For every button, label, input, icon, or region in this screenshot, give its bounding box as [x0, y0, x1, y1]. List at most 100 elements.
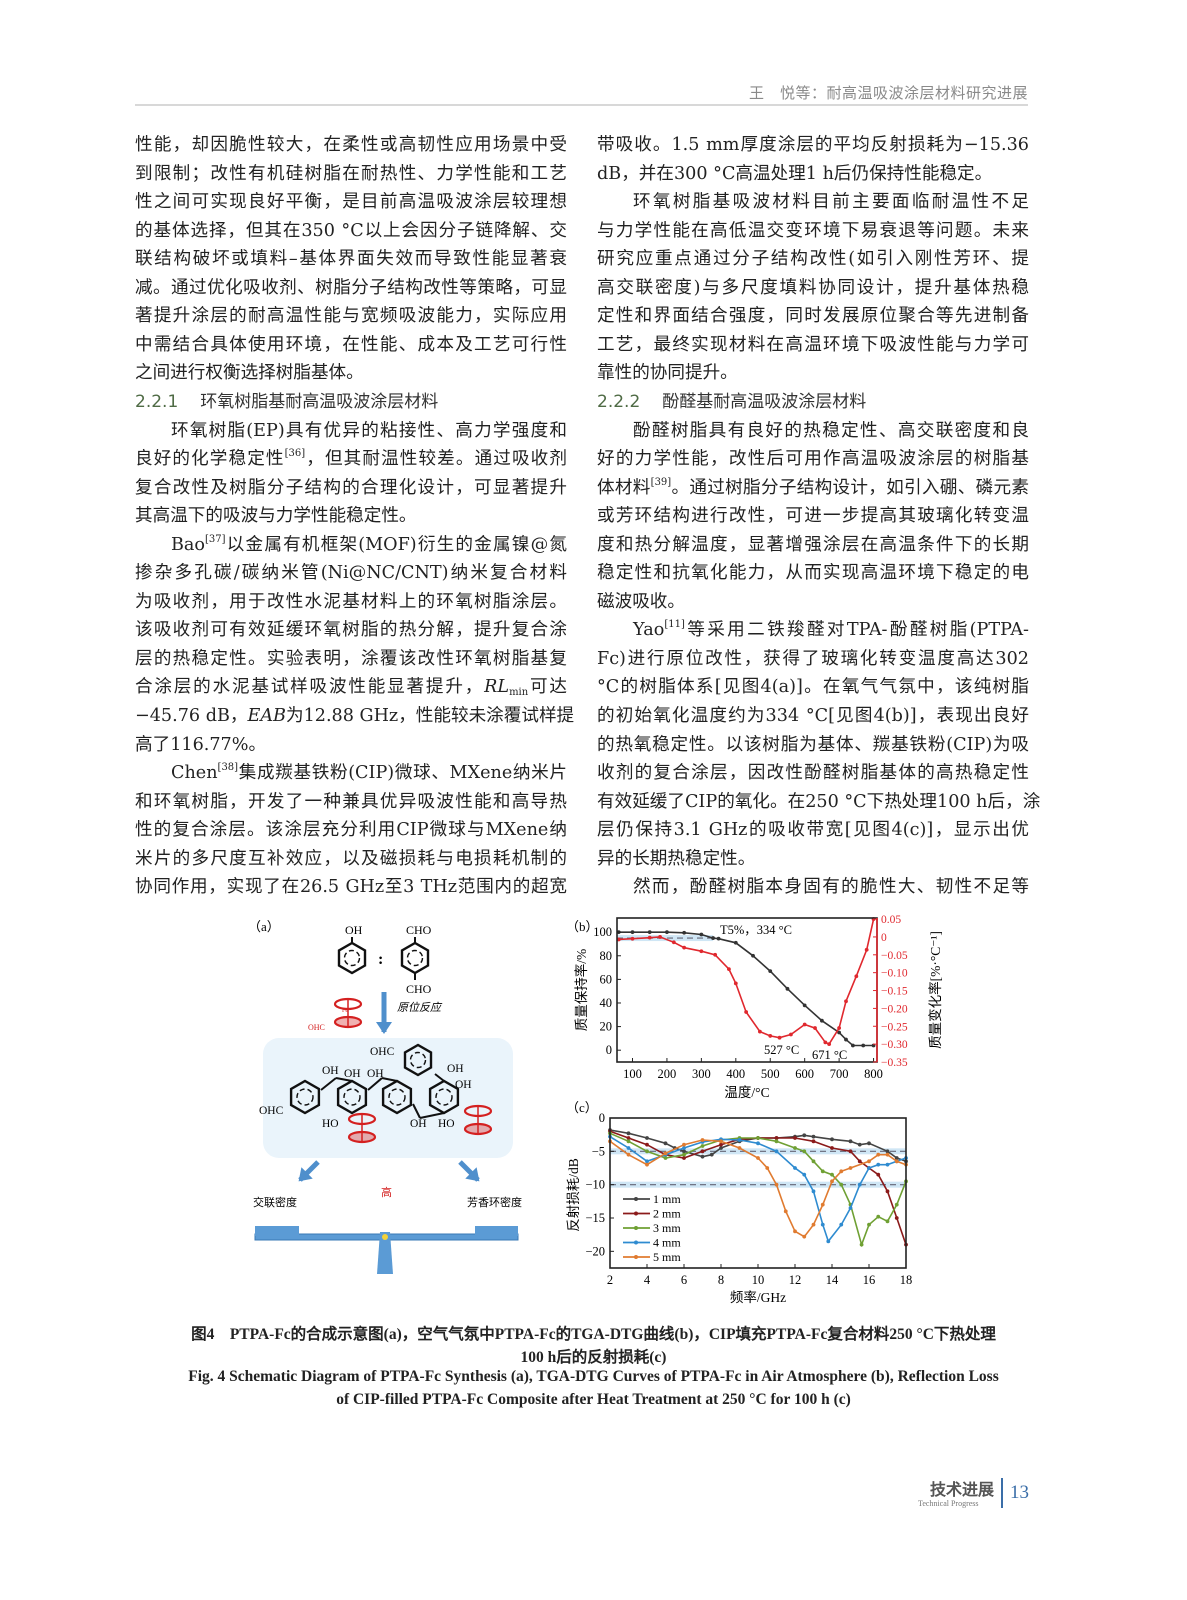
data-point	[665, 930, 669, 935]
data-point	[719, 1146, 723, 1150]
text-segment: 该吸收剂可有效延缓环氧树脂的热分解，提升复合涂	[135, 620, 567, 641]
data-point	[783, 1209, 788, 1214]
text-line: 掺杂多孔碳/碳纳米管(Ni@NC/CNT)纳米复合材料	[135, 560, 567, 586]
text-segment: 米片的多尺度互补效应，以及磁损耗与电损耗机制的	[135, 848, 567, 869]
series-line-5mm	[609, 1139, 907, 1238]
data-point	[727, 967, 731, 971]
data-point	[785, 986, 790, 991]
data-point	[837, 1030, 842, 1035]
bond	[381, 1077, 398, 1082]
text-segment: 工艺，最终实现材料在高温环境下吸波性能与力学可	[597, 334, 1029, 355]
data-point	[793, 1229, 797, 1234]
text-line: 好的力学性能，改性后可用作高温吸波涂层的树脂基	[597, 446, 1029, 472]
text-line: 环氧树脂(EP)具有优异的粘接性、高力学强度和	[135, 418, 567, 444]
reactant1-oh-label: OH	[345, 923, 363, 937]
data-point	[700, 1154, 705, 1159]
text-segment: 为12.88 GHz，性能较未涂覆试样提	[285, 706, 575, 726]
ferrocene-icon	[333, 997, 363, 1029]
data-point	[857, 1142, 862, 1147]
text-segment: 靠性的协同提升。	[597, 363, 738, 384]
reactant2-cho-top-label: CHO	[406, 923, 432, 937]
data-point	[751, 953, 755, 958]
data-point	[811, 1222, 816, 1227]
legend-item: 4 mm	[623, 1236, 681, 1250]
data-point	[876, 1172, 881, 1177]
text-segment: 好的力学性能，改性后可用作高温吸波涂层的树脂基	[597, 449, 1029, 470]
balance-pad-right	[475, 1226, 518, 1236]
text-line: °C的树脂体系[见图4(a)]。在氧气气氛中，该纯树脂	[597, 674, 1029, 700]
benzene-ring	[403, 1043, 433, 1077]
text-segment: 层的热稳定性。实验表明，涂覆该改性环氧树脂基复	[135, 648, 567, 669]
ferrocene-ohc-label: OHC	[308, 1023, 325, 1032]
data-point	[867, 1159, 871, 1164]
ring-inner	[406, 949, 424, 967]
data-point	[626, 1146, 631, 1150]
text-segment: 有效延缓了CIP的氧化。在250 °C下热处理100 h后，涂	[597, 791, 1041, 812]
text-segment: 和环氧树脂，开发了一种兼具优异吸波性能和高导热	[135, 791, 567, 812]
product-group-label: OH	[322, 1065, 339, 1077]
data-point	[699, 949, 704, 954]
data-point	[647, 935, 652, 940]
data-point	[859, 1242, 864, 1247]
y-tick-label: −5	[592, 1144, 605, 1158]
text-line: 和环氧树脂，开发了一种兼具优异吸波性能和高导热	[135, 789, 567, 815]
x-tick-label: 14	[826, 1273, 839, 1287]
text-line: Fc)进行原位改性，获得了玻璃化转变温度高达302	[597, 646, 1029, 672]
text-line: 良好的化学稳定性[36]，但其耐温性较差。通过吸收剂	[135, 446, 567, 472]
data-point	[645, 1142, 649, 1147]
data-point	[647, 930, 652, 935]
text-line: 带吸收。1.5 mm厚度涂层的平均反射损耗为−15.36	[597, 132, 1029, 158]
text-line: 的热氧稳定性。以该树脂为基体、羰基铁粉(CIP)为吸	[597, 732, 1029, 758]
reactant2-cho-bottom-label: CHO	[406, 982, 432, 996]
bond	[419, 1112, 445, 1119]
footer-divider	[1001, 1478, 1003, 1508]
data-point	[894, 1202, 899, 1207]
text-line: 到限制；改性有机硅树脂在耐热性、力学性能和工艺	[135, 161, 567, 187]
y-tick-label: 100	[593, 925, 612, 939]
section-heading: 2.2.1 环氧树脂基耐高温吸波涂层材料	[135, 389, 567, 415]
text-segment: 等采用二铁羧醛对TPA-酚醛树脂(PTPA-	[684, 620, 1029, 641]
data-point	[733, 940, 738, 945]
text-line: 工艺，最终实现材料在高温环境下吸波性能与力学可	[597, 332, 1029, 358]
reference-band	[610, 1148, 906, 1155]
citation: [37]	[205, 533, 226, 545]
data-point	[894, 1216, 899, 1220]
ring-inner	[409, 1051, 427, 1069]
x-tick-label: 400	[726, 1067, 745, 1081]
bond	[320, 1077, 337, 1091]
product-group-label: HO	[438, 1118, 455, 1130]
data-point	[663, 1141, 668, 1146]
data-point	[756, 1136, 760, 1140]
text-line: 定性和界面结合强度，同时发展原位聚合等先进制备	[597, 303, 1029, 329]
citation: [39]	[650, 476, 672, 488]
data-point	[820, 1018, 824, 1023]
text-line: 为吸收剂，用于改性水泥基材料上的环氧树脂涂层。	[135, 589, 567, 615]
data-point	[848, 1139, 853, 1144]
arrow-icon	[458, 1160, 480, 1182]
text-line: 的基体选择，但其在350 °C以上会因分子链降解、交	[135, 218, 567, 244]
text-line: 稳定性和抗氧化能力，从而实现高温环境下稳定的电	[597, 560, 1029, 586]
product-group-label: OH	[455, 1079, 472, 1091]
y2-tick-label: −0.20	[881, 1003, 908, 1015]
data-point	[861, 1043, 866, 1048]
text-line: 然而，酚醛树脂本身固有的脆性大、韧性不足等	[597, 874, 1029, 900]
data-point	[626, 1152, 631, 1157]
caption-cn-line1: 图4 PTPA-Fc的合成示意图(a)，空气气氛中PTPA-Fc的TGA-DTG…	[191, 1326, 996, 1343]
text-segment: 其高温下的吸波与力学性能稳定性。	[135, 506, 417, 527]
panel-label-c: （c）	[566, 1100, 598, 1115]
text-segment: 磁波吸收。	[597, 591, 685, 612]
data-point	[894, 1159, 899, 1164]
data-point	[682, 930, 687, 935]
legend-item: 3 mm	[623, 1221, 681, 1235]
text-segment: 良好的化学稳定性	[135, 449, 285, 470]
data-point	[848, 1166, 853, 1170]
product-group-label: HO	[322, 1118, 339, 1130]
text-segment: 到限制；改性有机硅树脂在耐热性、力学性能和工艺	[135, 163, 567, 184]
arrow-head	[298, 1167, 313, 1182]
text-segment: 合涂层的水泥基试样吸波性能显著提升，	[135, 677, 485, 698]
y-tick-label: −20	[585, 1244, 605, 1258]
text-line: 复合改性及树脂分子结构的合理化设计，可显著提升	[135, 475, 567, 501]
section-number: 2.2.1	[135, 391, 179, 412]
data-point	[716, 936, 721, 941]
